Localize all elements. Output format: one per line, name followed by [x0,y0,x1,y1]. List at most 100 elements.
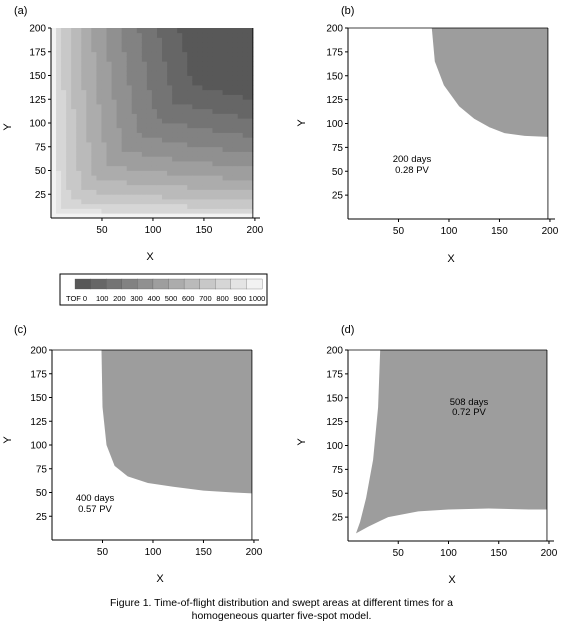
x-tick-label: 100 [145,547,162,558]
tof-cell [71,70,77,76]
tof-cell [227,118,234,124]
tof-cell [86,123,92,129]
tof-cell [212,194,218,200]
tof-cell [51,75,57,81]
tof-cell [96,199,102,205]
tof-cell [167,132,173,138]
tof-cell [156,89,163,95]
tof-cell [227,28,234,34]
tof-cell [182,170,188,176]
tof-cell [51,113,57,119]
tof-cell [116,61,123,67]
tof-cell [76,47,82,53]
tof-cell [192,127,198,133]
tof-cell [96,137,102,143]
tof-cell [51,80,57,86]
tof-cell [51,194,57,200]
tof-cell [91,137,97,143]
tof-cell [51,132,57,138]
tof-cell [116,85,123,91]
tof-cell [232,113,239,119]
tof-cell [192,56,198,62]
tof-cell [232,32,239,38]
tof-cell [151,85,158,91]
tof-cell [177,180,183,186]
tof-cell [182,113,188,119]
tof-cell [247,42,254,48]
tof-cell [192,170,198,176]
tof-cell [136,156,143,162]
tof-cell [86,208,92,214]
tof-cell [106,203,112,209]
colorbar-swatch [246,278,263,290]
tof-cell [172,66,178,72]
tof-cell [222,66,229,72]
tof-cell [146,156,153,162]
tof-cell [192,70,198,76]
tof-cell [242,203,249,209]
tof-cell [167,118,173,124]
tof-cell [91,161,97,167]
tof-cell [141,61,148,67]
tof-cell [136,85,143,91]
tof-cell [81,165,87,171]
figure-caption: Figure 1. Time-of-flight distribution an… [0,597,563,623]
tof-cell [131,47,138,53]
tof-cell [182,75,188,81]
tof-cell [197,61,203,67]
tof-cell [172,61,178,67]
tof-cell [136,189,143,195]
tof-cell [126,104,133,110]
tof-cell [237,137,244,143]
tof-cell [146,194,153,200]
tof-cell [86,75,92,81]
tof-cell [76,51,82,57]
tof-cell [162,165,168,171]
tof-cell [232,137,239,143]
tof-cell [156,75,163,81]
tof-cell [237,156,244,162]
tof-cell [116,113,123,119]
tof-cell [151,213,158,219]
tof-cell [212,156,218,162]
tof-cell [177,175,183,181]
tof-cell [156,99,163,105]
tof-cell [187,99,193,105]
tof-cell [61,132,67,138]
colorbar-tick-label: 500 [165,294,178,303]
tof-cell [156,132,163,138]
tof-cell [76,199,82,205]
tof-cell [81,146,87,152]
tof-cell [197,47,203,53]
tof-cell [222,99,229,105]
tof-cell [182,56,188,62]
tof-cell [71,37,77,43]
tof-cell [232,42,239,48]
tof-cell [141,118,148,124]
tof-cell [96,80,102,86]
tof-cell [172,199,178,205]
tof-cell [172,161,178,167]
tof-cell [51,89,57,95]
tof-cell [232,85,239,91]
tof-cell [247,213,254,219]
tof-cell [247,113,254,119]
tof-cell [121,32,128,38]
tof-cell [217,89,223,95]
tof-cell [156,180,163,186]
tof-cell [232,199,239,205]
tof-cell [192,175,198,181]
tof-cell [197,85,203,91]
tof-cell [106,94,112,100]
tof-cell [121,28,128,34]
tof-cell [141,113,148,119]
tof-cell [172,75,178,81]
tof-cell [177,170,183,176]
tof-cell [61,142,67,148]
tof-cell [76,203,82,209]
tof-cell [197,118,203,124]
tof-cell [126,208,133,214]
tof-cell [197,94,203,100]
tof-cell [217,189,223,195]
colorbar-tick-label: 0 [83,294,87,303]
